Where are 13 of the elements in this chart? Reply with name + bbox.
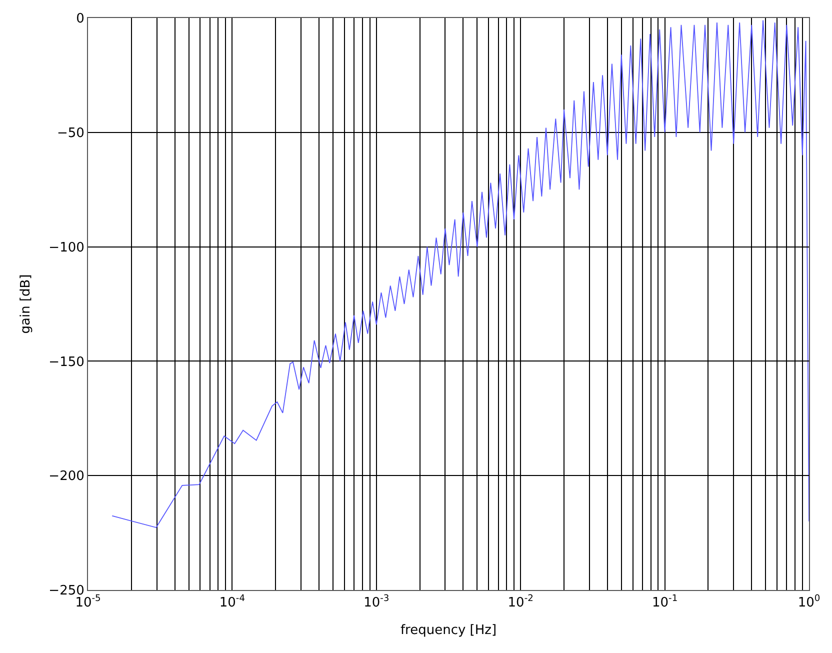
x-tick-label: 10$^{0}$: [798, 594, 820, 611]
y-tick-label: −150: [48, 354, 84, 370]
y-tick-label: −50: [56, 126, 84, 141]
x-tick-label: 10$^{-3}$: [364, 594, 390, 611]
x-tick-label: 10$^{-1}$: [652, 594, 678, 611]
x-tick-label: 10$^{-2}$: [508, 594, 534, 611]
y-axis-title: gain [dB]: [18, 274, 34, 334]
y-tick-label: 0: [76, 12, 84, 27]
x-axis-title: frequency [Hz]: [400, 623, 497, 638]
y-tick-label: −200: [48, 469, 84, 484]
y-tick-label: −100: [48, 240, 84, 256]
x-tick-label: 10$^{-4}$: [219, 594, 246, 611]
x-tick-label: 10$^{-5}$: [75, 594, 101, 611]
